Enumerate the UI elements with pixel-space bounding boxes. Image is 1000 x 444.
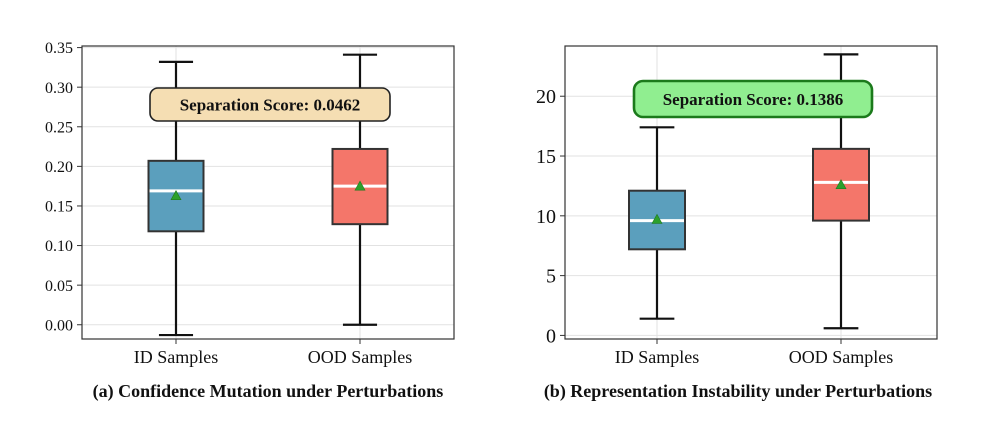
x-tick-label: OOD Samples — [308, 347, 413, 367]
y-tick-label: 10 — [536, 206, 556, 228]
y-tick-label: 15 — [536, 146, 556, 168]
y-tick-label: 0.35 — [45, 40, 73, 57]
annotation-text: Separation Score: 0.0462 — [180, 96, 361, 115]
boxes — [147, 53, 389, 337]
x-tick-label: ID Samples — [615, 347, 700, 367]
mean-marker — [354, 180, 366, 191]
box-id — [628, 126, 686, 320]
y-tick-label: 20 — [536, 86, 556, 108]
annotation-text: Separation Score: 0.1386 — [663, 90, 844, 109]
y-tick-label: 0.10 — [45, 238, 73, 255]
boxes — [628, 53, 870, 330]
plot-frame — [81, 45, 455, 340]
mean-marker — [170, 190, 182, 200]
mean-marker — [835, 179, 847, 190]
x-tick-labels: ID Samples OOD Samples — [615, 339, 894, 367]
y-tick-label: 0.05 — [45, 278, 73, 295]
caption-b: (b) Representation Instability under Per… — [544, 381, 932, 402]
y-tick-label: 0.20 — [45, 159, 73, 176]
separation-annotation: Separation Score: 0.1386 — [632, 79, 874, 119]
y-tick-label: 0.25 — [45, 119, 73, 136]
y-tick-labels: 0.00 0.05 0.10 0.15 0.20 0.25 0.30 0.35 — [45, 40, 82, 334]
box-ood — [331, 53, 389, 326]
panel-b: 0 5 10 15 20 ID Samples OOD Samples Separatio… — [536, 45, 938, 402]
y-tick-labels: 0 5 10 15 20 — [536, 86, 565, 347]
mean-marker — [651, 213, 663, 224]
y-tick-label: 0.00 — [45, 317, 73, 334]
annotation-box — [149, 87, 391, 122]
annotation-box — [632, 79, 874, 119]
caption-a: (a) Confidence Mutation under Perturbati… — [93, 381, 444, 402]
y-tick-label: 0.15 — [45, 199, 73, 216]
plot-frame — [564, 45, 938, 340]
x-tick-label: OOD Samples — [789, 347, 894, 367]
y-tick-label: 0.30 — [45, 80, 73, 97]
box-ood — [812, 53, 870, 330]
y-tick-label: 0 — [546, 325, 556, 347]
panel-a: 0.00 0.05 0.10 0.15 0.20 0.25 0.30 0.35 ID Samp… — [45, 40, 455, 402]
x-tick-labels: ID Samples OOD Samples — [134, 339, 413, 367]
y-tick-label: 5 — [546, 266, 556, 288]
x-tick-label: ID Samples — [134, 347, 219, 367]
separation-annotation: Separation Score: 0.0462 — [149, 87, 391, 122]
box-iqr — [147, 159, 205, 233]
